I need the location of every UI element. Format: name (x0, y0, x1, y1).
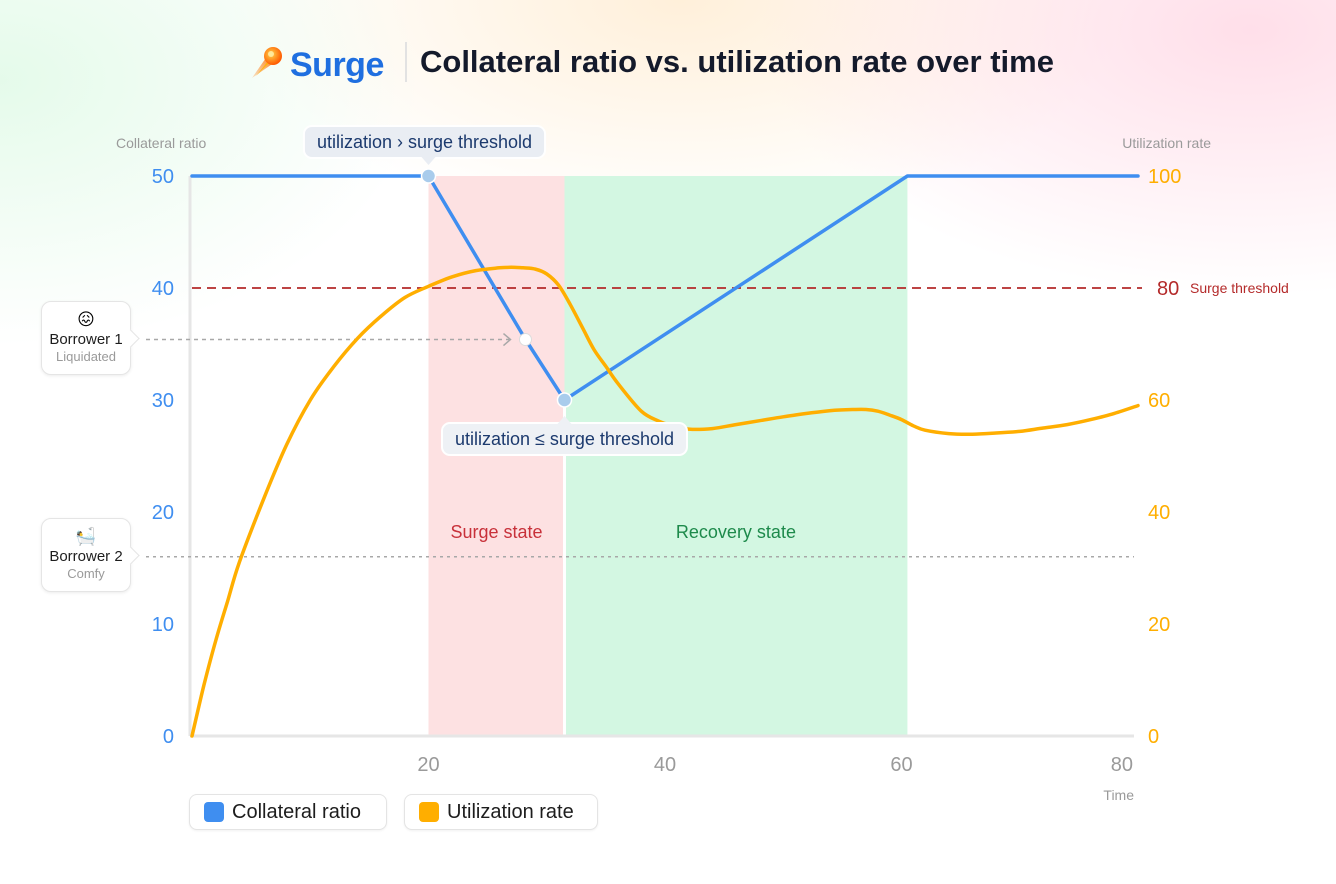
borrower-2-card: 🛀 Borrower 2 Comfy (41, 518, 140, 592)
bath-icon: 🛀 (75, 527, 97, 546)
y-right-tick-label: 100 (1148, 166, 1181, 188)
annotation-callout: utilization ≤ surge threshold (440, 416, 688, 456)
y-left-tick-label: 40 (152, 278, 174, 300)
page-title: Collateral ratio vs. utilization rate ov… (420, 44, 1054, 79)
y-left-axis-title: Collateral ratio (116, 135, 206, 151)
legend-swatch-utilization (419, 802, 439, 822)
y-right-tick-label: 0 (1148, 726, 1159, 748)
header-divider (405, 42, 407, 82)
y-right-tick-label: 60 (1148, 390, 1170, 412)
annotation-pointer (557, 416, 572, 424)
annotation-callout: utilization › surge threshold (302, 125, 547, 165)
annotation-pointer (421, 157, 436, 165)
borrower-2-status: Comfy (67, 566, 105, 581)
legend-utilization-rate[interactable]: Utilization rate (404, 794, 598, 830)
persevering-face-icon: 😖 (77, 310, 95, 329)
header: Surge Collateral ratio vs. utilization r… (0, 38, 1336, 88)
borrower-1-arrow-icon (502, 332, 512, 347)
x-axis-title: Time (1103, 787, 1134, 803)
y-right-axis-title: Utilization rate (1122, 135, 1211, 151)
annotation-text: utilization ≤ surge threshold (455, 429, 674, 449)
x-tick-label: 80 (1111, 754, 1133, 776)
legend-label-utilization: Utilization rate (447, 800, 574, 823)
legend-collateral-ratio[interactable]: Collateral ratio (189, 794, 387, 830)
logo-text: Surge (290, 46, 384, 84)
borrower-1-name: Borrower 1 (49, 331, 123, 348)
series-line-collateral-ratio (190, 174, 1140, 402)
surge-threshold-label: Surge threshold (1190, 280, 1289, 296)
borrower-1-card: 😖 Borrower 1 Liquidated (41, 301, 140, 375)
comet-icon (248, 44, 286, 87)
x-tick-label: 20 (417, 754, 439, 776)
legend-label-collateral: Collateral ratio (232, 800, 361, 823)
y-right-tick-label: 20 (1148, 614, 1170, 636)
surge-start-marker (420, 168, 437, 184)
recovery-start-marker (556, 392, 573, 408)
region-label-recovery-state: Recovery state (676, 522, 796, 542)
logo: Surge (248, 44, 384, 87)
region-label-surge-state: Surge state (450, 522, 542, 542)
legend-swatch-collateral (204, 802, 224, 822)
annotation-text: utilization › surge threshold (317, 132, 532, 152)
y-left-tick-label: 10 (152, 614, 174, 636)
x-tick-label: 40 (654, 754, 676, 776)
x-tick-label: 60 (890, 754, 912, 776)
y-left-tick-label: 20 (152, 502, 174, 524)
borrower-1-liquidation-marker (518, 333, 532, 347)
y-left-tick-label: 50 (152, 166, 174, 188)
series-line-utilization-rate (190, 265, 1140, 738)
surge-threshold-value: 80 (1157, 278, 1179, 300)
y-left-tick-label: 30 (152, 390, 174, 412)
y-right-tick-label: 40 (1148, 502, 1170, 524)
borrower-1-status: Liquidated (56, 349, 116, 364)
borrower-2-name: Borrower 2 (49, 548, 123, 565)
y-left-tick-label: 0 (163, 726, 174, 748)
